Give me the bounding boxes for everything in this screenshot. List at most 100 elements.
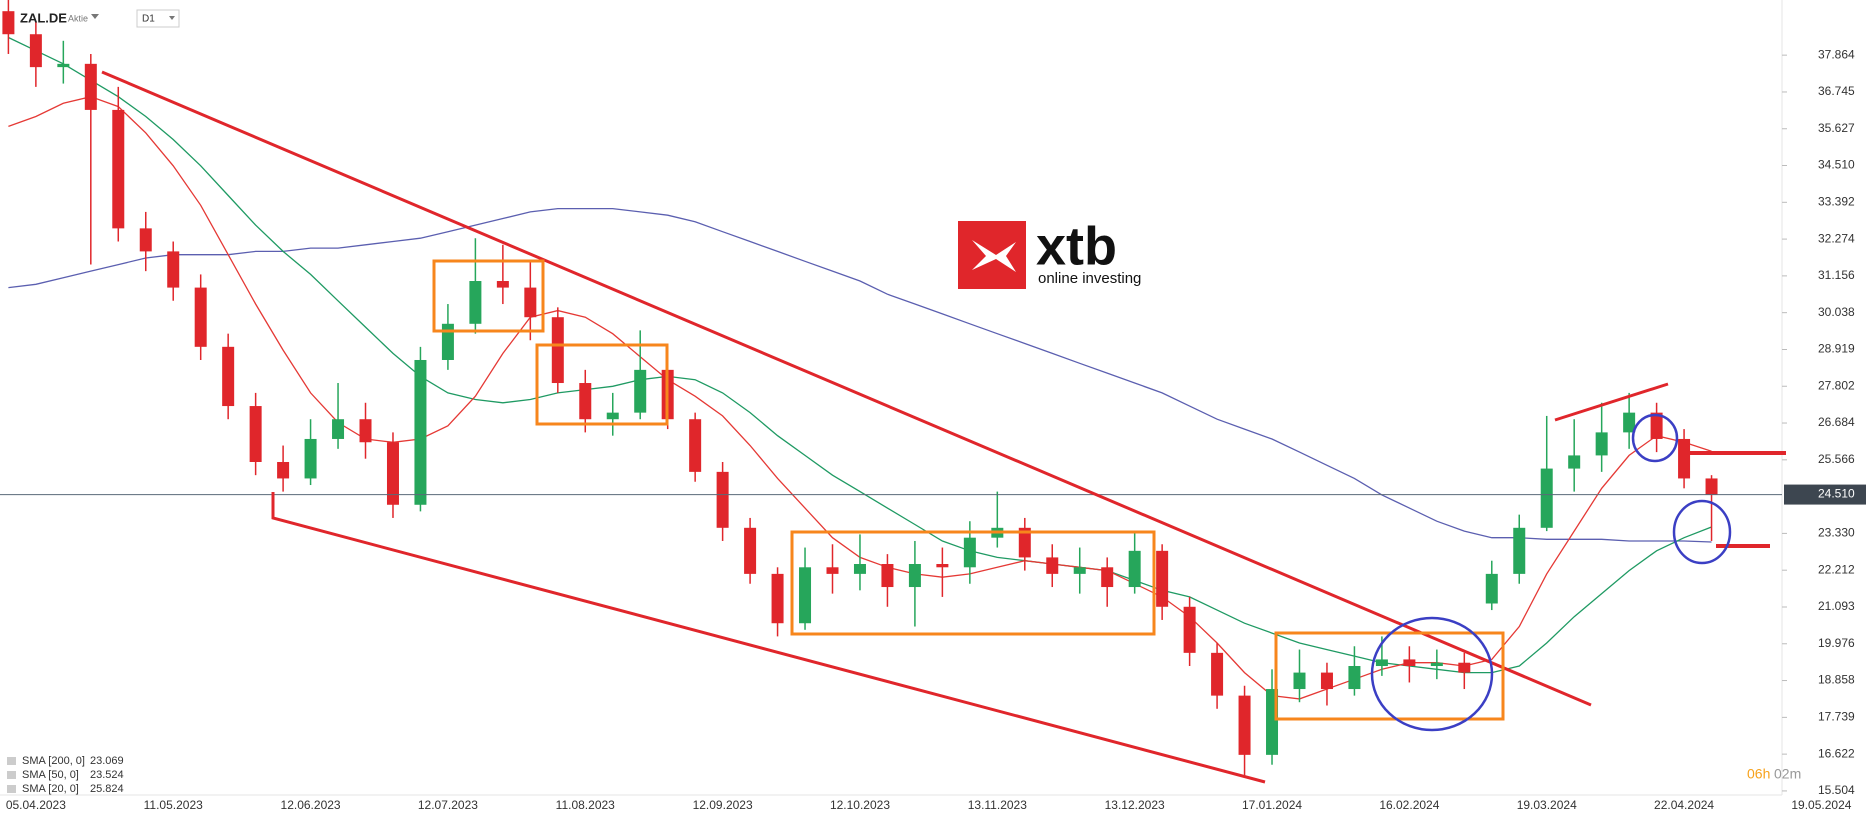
logo-text: xtb <box>1036 216 1117 276</box>
timeframe-select[interactable] <box>136 9 180 28</box>
y-tick-label: 34.510 <box>1818 158 1855 172</box>
candle-body <box>853 564 866 574</box>
timeframe: D1 <box>142 14 155 25</box>
x-tick-label: 13.11.2023 <box>968 798 1027 812</box>
x-tick-label: 05.04.2023 <box>6 798 66 812</box>
legend-icon <box>7 757 16 765</box>
x-tick-label: 11.05.2023 <box>144 798 203 812</box>
candle-body <box>1458 662 1471 673</box>
logo-tagline: online investing <box>1038 270 1141 287</box>
candle-body <box>1320 672 1333 690</box>
symbol: ZAL.DE <box>20 10 67 25</box>
x-tick-label: 12.07.2023 <box>418 798 478 812</box>
candle-body <box>249 406 262 462</box>
candle-body <box>139 228 152 252</box>
candle-body <box>606 412 619 420</box>
candle-body <box>908 564 921 588</box>
x-tick-label: 12.06.2023 <box>281 798 341 812</box>
candle-body <box>1595 432 1608 456</box>
candle-body <box>936 564 949 568</box>
candle-body <box>551 317 564 384</box>
candle-body <box>304 438 317 479</box>
candle-body <box>1513 527 1526 574</box>
candle-body <box>579 383 592 420</box>
legend-name: SMA [20, 0] <box>22 783 79 795</box>
y-tick-label: 31.156 <box>1818 268 1855 282</box>
candle-body <box>84 63 97 110</box>
trend-line <box>1554 382 1669 422</box>
candle-body <box>1485 573 1498 604</box>
highlight-circle <box>1631 413 1679 463</box>
candle-body <box>386 442 399 505</box>
x-tick-label: 12.10.2023 <box>830 798 890 812</box>
y-tick-label: 21.093 <box>1818 599 1855 613</box>
candle-body <box>1705 478 1718 495</box>
candle-body <box>689 419 702 472</box>
candle-body <box>1540 468 1553 528</box>
candle-body <box>771 573 784 624</box>
candle-body <box>799 567 812 624</box>
sma-line <box>8 36 1712 674</box>
legend-value: 23.524 <box>90 769 124 781</box>
candle-body <box>1018 527 1031 558</box>
candle-body <box>1293 672 1306 690</box>
dropdown-arrow[interactable] <box>91 14 99 19</box>
dropdown-arrow <box>169 16 175 20</box>
y-tick-label: 19.976 <box>1818 636 1855 650</box>
candle-body <box>29 34 42 68</box>
candle-body <box>1678 438 1691 479</box>
candle-body <box>441 323 454 360</box>
candle-body <box>194 287 207 347</box>
x-tick-label: 17.01.2024 <box>1242 798 1302 812</box>
price-label: 24.510 <box>1818 487 1855 501</box>
legend: SMA [200, 0] 23.069 SMA [50, 0] 23.524 SMA [… <box>7 755 124 795</box>
candle-body <box>1348 666 1361 690</box>
candle-body <box>1650 412 1663 439</box>
candle-body <box>634 369 647 413</box>
candle-body <box>963 537 976 568</box>
countdown-hours: 06h <box>1747 766 1770 782</box>
legend-icon <box>7 785 16 793</box>
candle-body <box>1623 412 1636 433</box>
y-tick-label: 28.919 <box>1818 342 1855 356</box>
y-tick-label: 25.566 <box>1818 452 1855 466</box>
candle-body <box>1430 662 1443 667</box>
y-tick-label: 36.745 <box>1818 84 1855 98</box>
x-tick-label: 13.12.2023 <box>1105 798 1165 812</box>
highlight-circle <box>1672 499 1732 565</box>
legend-name: SMA [200, 0] <box>22 755 85 767</box>
y-tick-label: 32.274 <box>1818 231 1855 245</box>
annotations <box>101 70 1786 784</box>
y-tick-label: 23.330 <box>1818 526 1855 540</box>
candle-body <box>716 471 729 528</box>
candle-body <box>1183 606 1196 653</box>
legend-icon <box>7 771 16 779</box>
y-tick-label: 16.622 <box>1818 746 1855 760</box>
candle-body <box>414 359 427 505</box>
trend-line <box>101 70 1592 707</box>
x-tick-label: 11.08.2023 <box>556 798 615 812</box>
price-label-bg <box>1784 484 1866 505</box>
x-tick-label: 19.05.2024 <box>1791 798 1851 812</box>
candle-body <box>469 281 482 324</box>
candle-body <box>1046 557 1059 574</box>
candle-body <box>222 346 235 407</box>
candle-body <box>112 109 125 229</box>
range-box <box>790 530 1156 636</box>
trend-line <box>271 492 1266 784</box>
candle-body <box>1156 550 1169 607</box>
candle-body <box>277 461 290 479</box>
candle-body <box>496 281 509 288</box>
legend-name: SMA [50, 0] <box>22 769 79 781</box>
range-box <box>535 343 669 426</box>
range-box <box>432 259 545 333</box>
candle-body <box>826 567 839 574</box>
legend-value: 25.824 <box>90 783 124 795</box>
logo-x <box>972 240 1016 272</box>
candle-body <box>57 63 70 68</box>
x-tick-label: 12.09.2023 <box>693 798 753 812</box>
candle-body <box>332 419 345 439</box>
candle-body <box>1128 550 1141 588</box>
